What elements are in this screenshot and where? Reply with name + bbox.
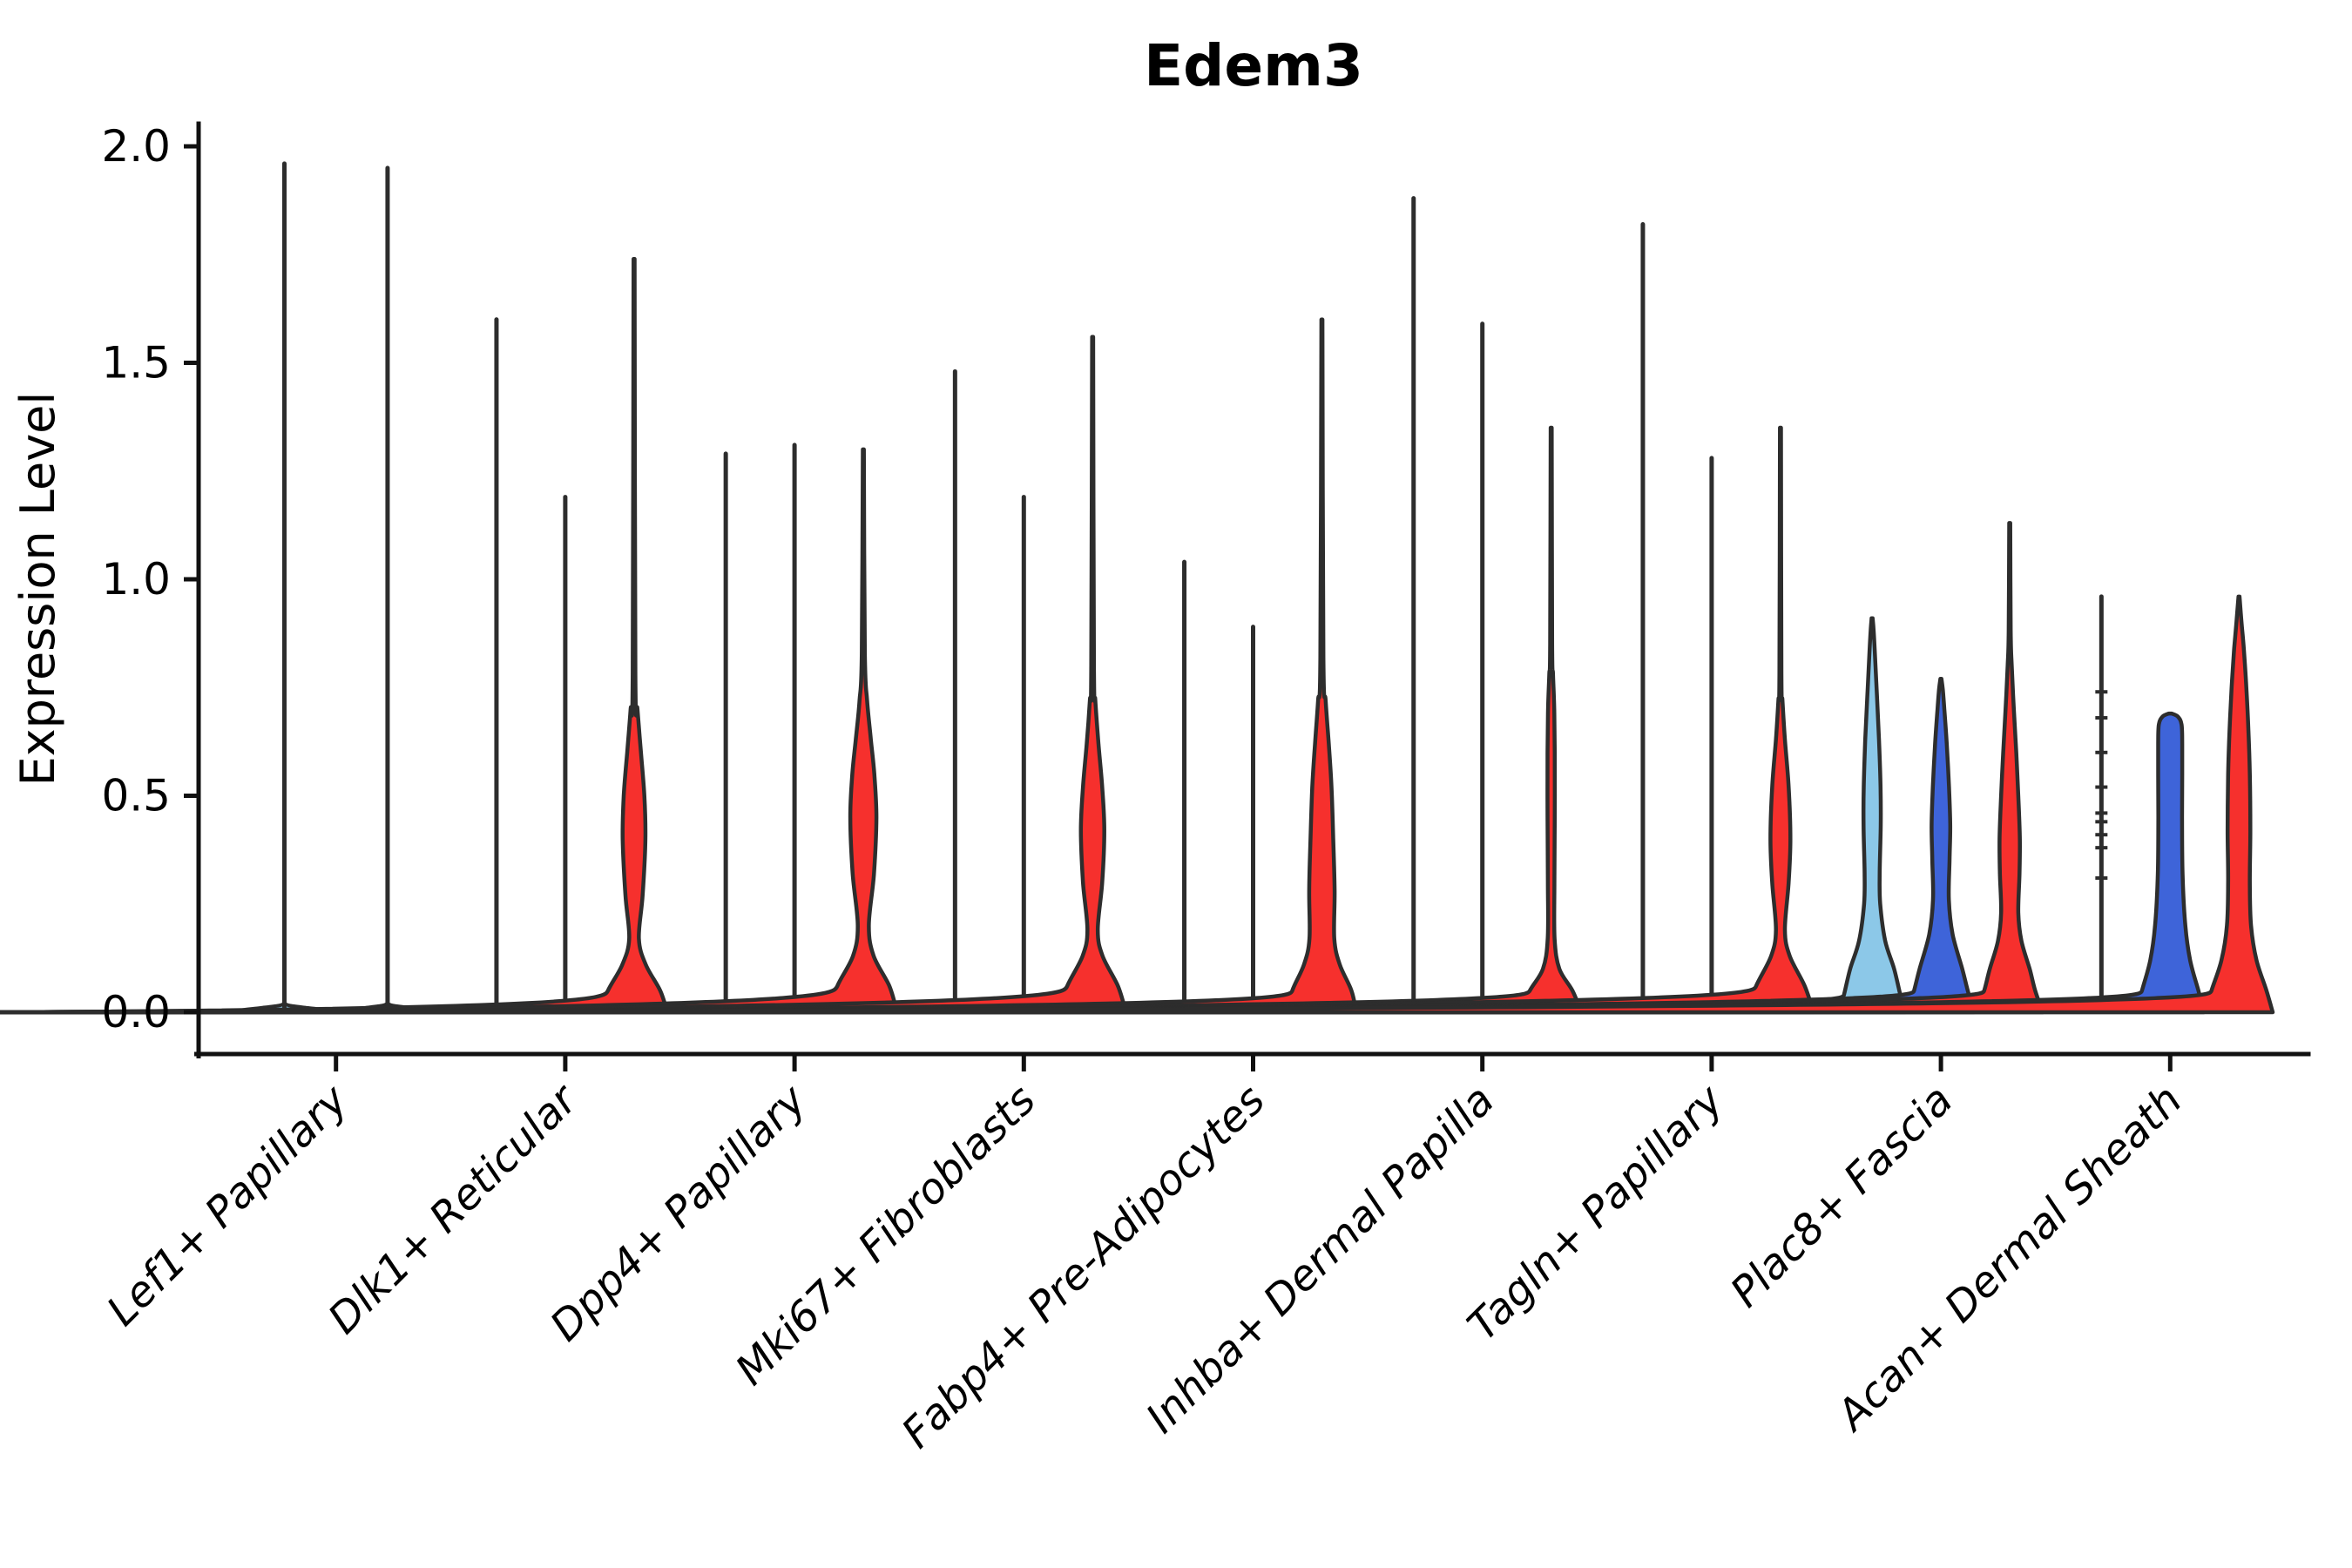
violin-body [0, 425, 1584, 1015]
violin-0-g2 [0, 166, 442, 1015]
violin-5-g2 [0, 321, 1519, 1015]
violin-5-g3 [0, 425, 1584, 1015]
violin-8-g1 [0, 594, 2138, 1015]
violin-6-g1 [0, 221, 1680, 1015]
x-axis-ticks [334, 1054, 2173, 1071]
violin-body [0, 425, 1816, 1015]
y-axis-label: Expression Level [10, 392, 65, 787]
violin-4-g3 [0, 317, 1359, 1015]
violin-2-g2 [0, 443, 831, 1015]
violin-2-g3 [0, 447, 900, 1015]
y-tick-label: 1.0 [101, 554, 171, 605]
y-tick-label: 0.5 [101, 771, 171, 821]
chart-title: Edem3 [1144, 32, 1363, 99]
x-tick-label: Lef1+ Papillary [98, 1075, 358, 1335]
violin-body [0, 317, 1359, 1015]
y-tick-label: 1.5 [101, 338, 171, 389]
x-tick-label: Dpp4+ Papillary [541, 1075, 816, 1350]
violin-body [0, 447, 900, 1015]
y-tick-label: 0.0 [101, 987, 171, 1037]
violin-body [0, 335, 1128, 1015]
violin-3-g3 [0, 335, 1128, 1015]
y-tick-label: 2.0 [101, 121, 171, 172]
x-tick-label: Plac8+ Fascia [1721, 1076, 1963, 1317]
violin-6-g3 [0, 425, 1816, 1015]
violin-2-g1 [0, 451, 762, 1015]
violin-body [0, 521, 2045, 1015]
violin-7-g3 [0, 521, 2045, 1015]
violin-body [0, 677, 1977, 1015]
x-tick-label: Dlk1+ Reticular [319, 1074, 589, 1344]
violin-1-g2 [0, 495, 602, 1015]
x-tick-label: Tagln+ Papillary [1458, 1075, 1734, 1350]
violin-4-g1 [0, 559, 1220, 1015]
x-tick-label: Fabp4+ Pre-Adipocytes [892, 1076, 1274, 1458]
violin-7-g2 [0, 677, 1977, 1015]
violin-series [0, 161, 2275, 1015]
violin-8-g3 [0, 594, 2275, 1015]
violin-1-g1 [0, 317, 533, 1015]
violin-body [0, 594, 2275, 1015]
y-axis-ticks: 0.0 0.5 1.0 1.5 2.0 [101, 121, 199, 1037]
